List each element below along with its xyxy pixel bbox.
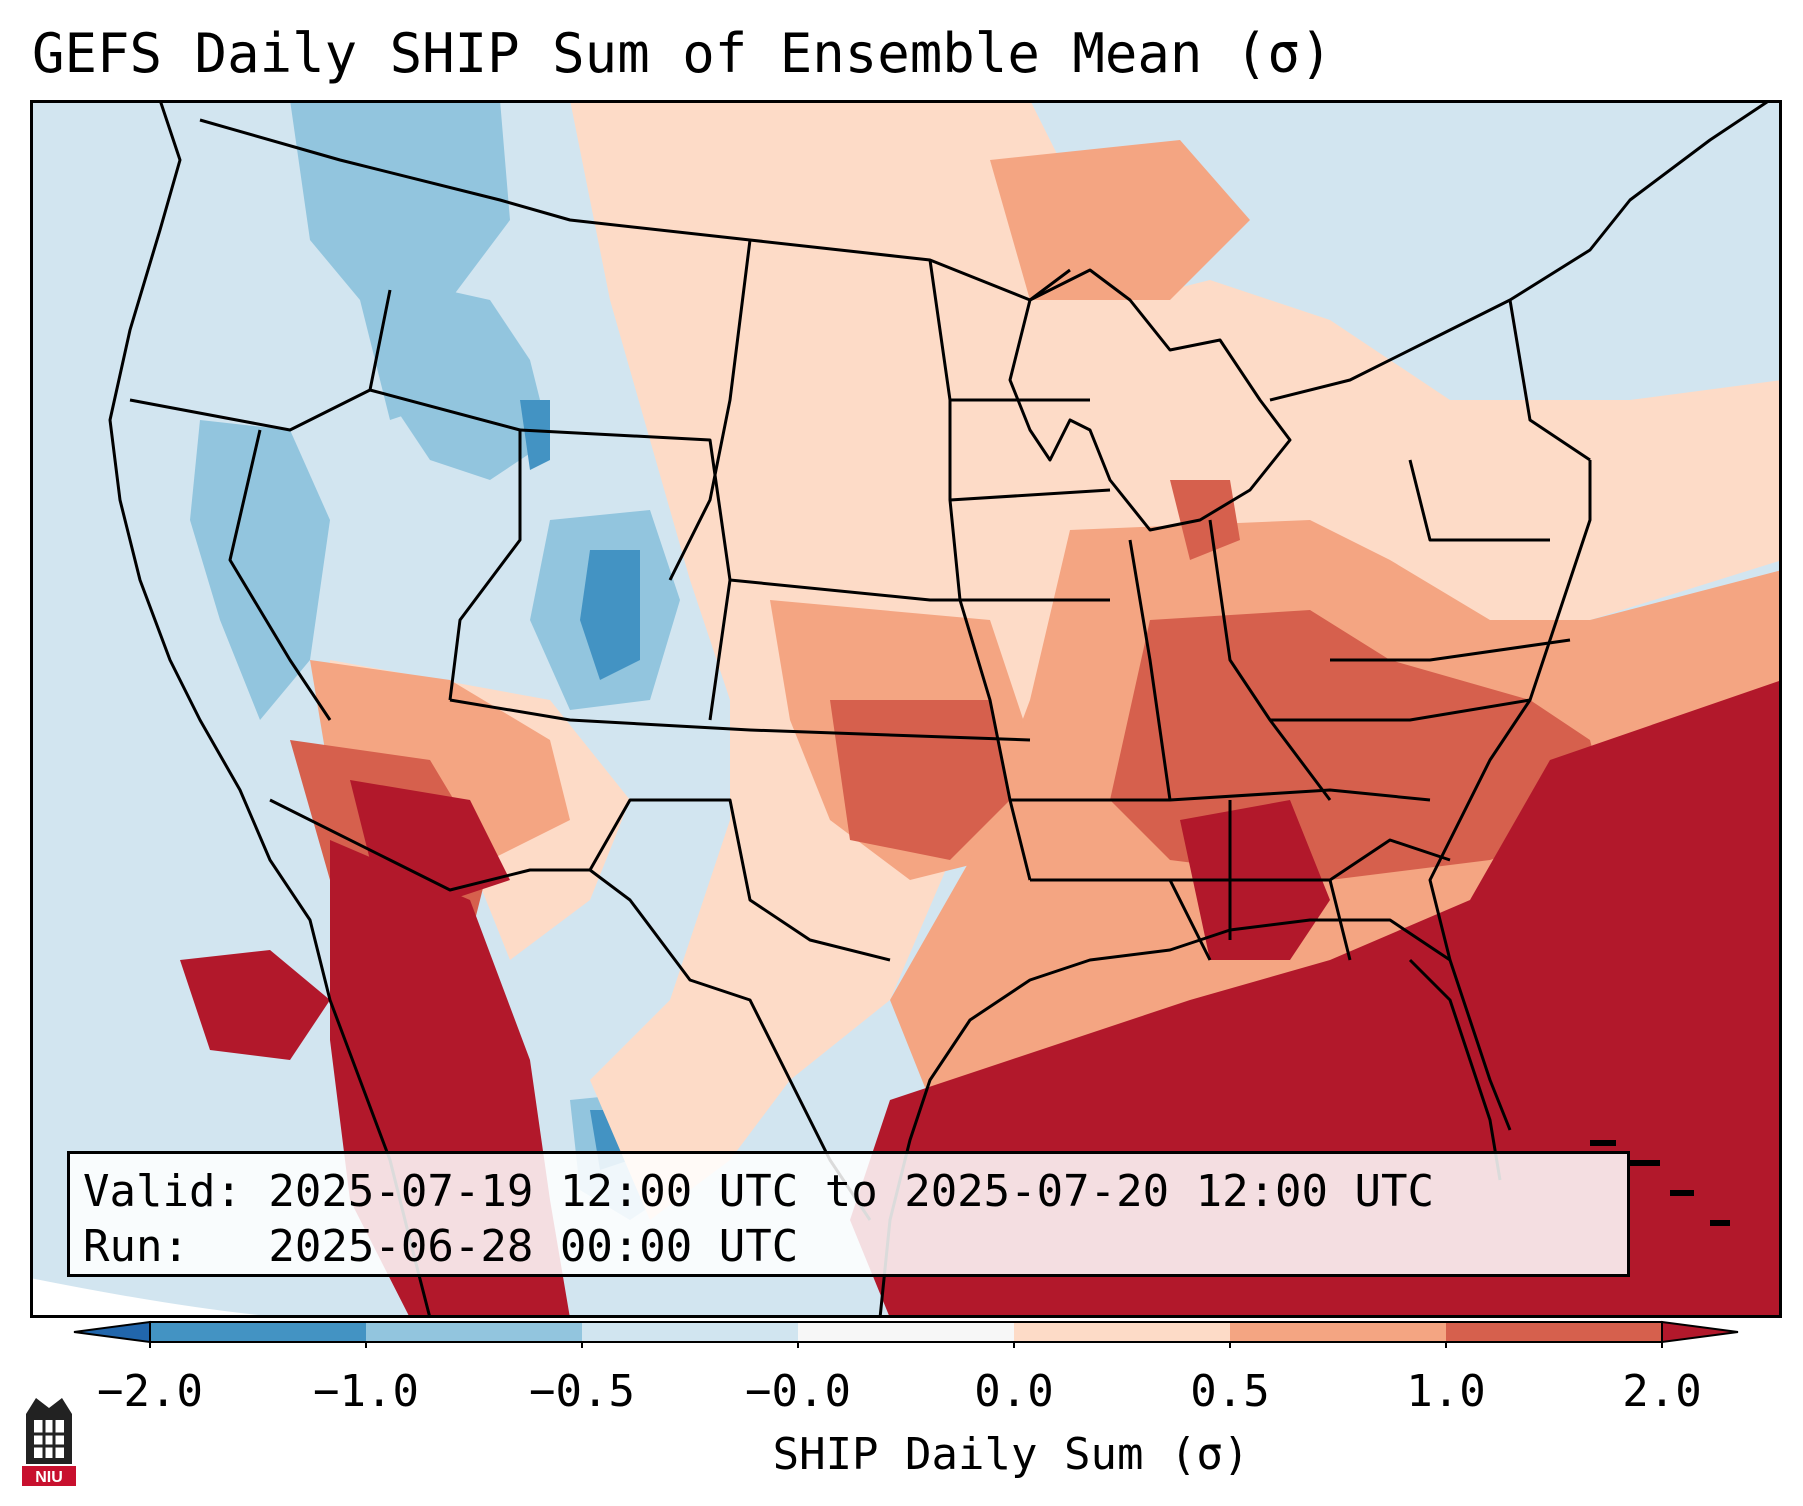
region-nw-medium-blue <box>290 100 510 420</box>
region-colorado-core <box>580 550 640 680</box>
colorbar-segment-4 <box>1014 1322 1231 1342</box>
coastline-west <box>108 100 432 1318</box>
map-frame <box>30 100 1782 1318</box>
tick-label-7: 2.0 <box>1622 1366 1702 1417</box>
island-1 <box>1590 1140 1616 1146</box>
tick-label-4: 0.0 <box>974 1366 1054 1417</box>
colorbar-segment-2 <box>582 1322 799 1342</box>
colorbar-segment-0 <box>150 1322 367 1342</box>
colorbar <box>73 1320 1739 1348</box>
mexico-border <box>269 798 872 1221</box>
region-wy-spot <box>520 400 550 470</box>
colorbar-frame <box>149 1321 1663 1343</box>
logo-text: NIU <box>35 1469 63 1486</box>
region-sw-desert-darkest <box>350 780 510 900</box>
projection-edge-left <box>30 1278 290 1318</box>
state-line-3 <box>369 388 522 701</box>
tick-label-5: 0.5 <box>1190 1366 1270 1417</box>
tick-label-6: 1.0 <box>1406 1366 1486 1417</box>
state-line-10 <box>949 488 1111 502</box>
region-idaho-blue <box>390 280 550 480</box>
florida <box>1408 958 1502 1181</box>
valid-run-box: Valid: 2025-07-19 12:00 UTC to 2025-07-2… <box>67 1151 1630 1277</box>
colorbar-segment-3 <box>798 1322 1015 1342</box>
state-line-13 <box>1128 539 1172 801</box>
niu-logo-icon: NIU <box>22 1398 76 1486</box>
state-line-21 <box>1508 299 1591 462</box>
colorbar-segment-1 <box>366 1322 583 1342</box>
region-pacific-patch-darkest <box>180 950 330 1060</box>
island-3 <box>1670 1190 1694 1196</box>
region-great-lakes-red <box>1170 480 1240 560</box>
tick-label-2: −0.5 <box>529 1366 635 1417</box>
state-line-7 <box>668 239 752 581</box>
state-line-17 <box>1170 838 1451 882</box>
valid-text: Valid: 2025-07-19 12:00 UTC to 2025-07-2… <box>83 1166 1435 1217</box>
tick-label-1: −1.0 <box>313 1366 419 1417</box>
chart-title: GEFS Daily SHIP Sum of Ensemble Mean (σ) <box>32 22 1333 85</box>
island-2 <box>1630 1160 1660 1166</box>
colorbar-extend-low <box>73 1320 151 1344</box>
great-lakes-outline <box>1008 268 1292 532</box>
islands <box>1590 1140 1730 1226</box>
borders <box>108 100 1771 1318</box>
ship-map <box>30 100 1782 1318</box>
region-southwest-medium-red <box>310 660 570 860</box>
island-4 <box>1710 1220 1730 1226</box>
colorbar-segment-6 <box>1446 1322 1663 1342</box>
state-line-5 <box>519 428 732 721</box>
tick-label-3: −0.0 <box>745 1366 851 1417</box>
state-line-4 <box>449 698 1031 742</box>
state-line-1 <box>129 289 392 432</box>
northeast-coast <box>1269 100 1771 402</box>
state-line-20 <box>1408 459 1550 542</box>
east-coast <box>1428 460 1592 1131</box>
state-line-15 <box>1330 638 1571 662</box>
tick-label-0: −2.0 <box>97 1366 203 1417</box>
state-line-2 <box>228 429 332 721</box>
state-line-6 <box>729 578 1110 602</box>
run-text: Run: 2025-06-28 00:00 UTC <box>83 1221 799 1272</box>
state-line-11 <box>1010 788 1431 802</box>
state-line-18 <box>1328 879 1352 961</box>
colorbar-label: SHIP Daily Sum (σ) <box>772 1429 1250 1480</box>
region-plains-red <box>830 700 1010 860</box>
us-canada-border <box>199 118 1071 302</box>
region-nevada-blue <box>190 420 330 720</box>
colorbar-extend-high <box>1661 1320 1739 1344</box>
colorbar-segment-5 <box>1230 1322 1447 1342</box>
region-north-medium-red <box>990 140 1250 300</box>
state-line-22 <box>588 798 891 962</box>
state-line-14 <box>1208 519 1332 801</box>
state-line-16 <box>1270 698 1531 722</box>
